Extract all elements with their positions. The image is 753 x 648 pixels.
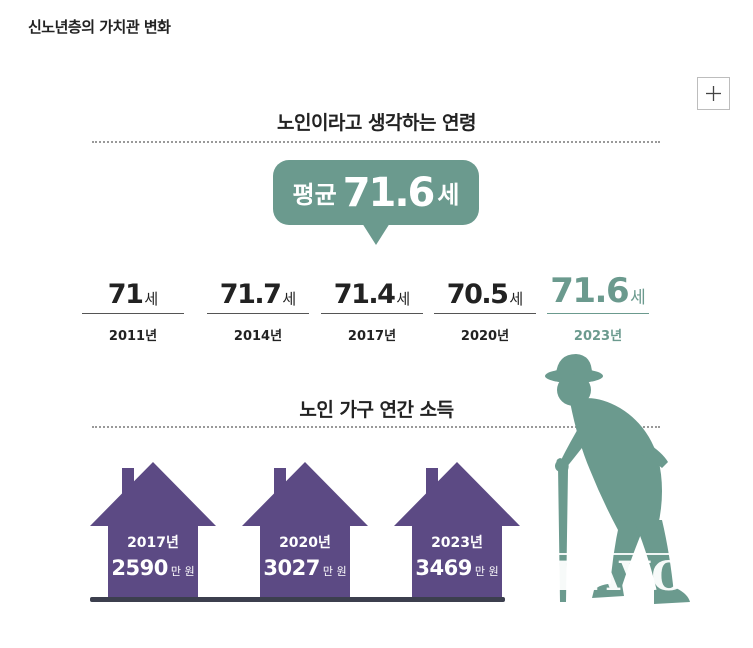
house-body (242, 462, 368, 600)
income-value-label: 2590 만 원 (90, 556, 216, 580)
house-body (394, 462, 520, 600)
age-value-unit: 세 (509, 290, 524, 308)
age-year-label: 2017년 (347, 329, 397, 344)
age-value-label: 71.6 세 (547, 268, 649, 308)
house-shape (394, 462, 520, 600)
income-value-unit: 만 원 (322, 565, 347, 578)
age-year-label: 2014년 (233, 329, 283, 344)
income-year-label: 2023년 (431, 535, 483, 551)
elderly-person-with-cane-icon (545, 354, 690, 604)
average-prefix: 평균 (292, 181, 337, 209)
age-value-number: 71 (107, 279, 144, 310)
income-year-label: 2017년 (127, 535, 179, 551)
age-section-title: 노인이라고 생각하는 연령 (276, 112, 477, 134)
age-value-unit: 세 (396, 290, 411, 308)
age-value-label: 71.7 세 (207, 268, 309, 308)
ground-line (90, 597, 505, 602)
house-shape (90, 462, 216, 600)
average-unit: 세 (437, 181, 460, 209)
income-value-number: 3027 (263, 556, 320, 580)
age-column-underline (547, 313, 649, 314)
income-value-number: 3469 (415, 556, 472, 580)
age-column-underline (82, 313, 184, 314)
income-section-title: 노인 가구 연간 소득 (299, 399, 454, 421)
age-column-underline (207, 313, 309, 314)
expand-button[interactable] (697, 77, 730, 110)
average-age-bubble: 평균 71.6 세 (273, 160, 479, 225)
income-title-divider (92, 426, 660, 428)
age-value-unit: 세 (630, 287, 646, 308)
income-value-unit: 만 원 (170, 565, 195, 578)
income-year-label: 2020년 (279, 535, 331, 551)
income-house-2: 2023년 3469 만 원 (394, 460, 520, 600)
average-bubble-pointer (362, 223, 390, 245)
age-title-divider (92, 141, 660, 143)
age-year-label: 2023년 (573, 329, 623, 344)
age-value-label: 71 세 (82, 268, 184, 308)
age-value-unit: 세 (144, 290, 159, 308)
age-value-number: 71.4 (333, 279, 396, 310)
income-value-unit: 만 원 (474, 565, 499, 578)
plus-icon (706, 86, 721, 101)
age-column-underline (434, 313, 536, 314)
income-house-1: 2020년 3027 만 원 (242, 460, 368, 600)
age-year-label: 2020년 (460, 329, 510, 344)
house-body (90, 462, 216, 600)
house-shape (242, 462, 368, 600)
bravo-my-life-watermark: BRAVO My Life (508, 553, 698, 625)
age-value-label: 70.5 세 (434, 268, 536, 308)
age-value-number: 71.7 (219, 279, 282, 310)
average-value: 71.6 (342, 169, 436, 216)
age-column-underline (321, 313, 423, 314)
page-title: 신노년층의 가치관 변화 (28, 18, 171, 36)
age-value-number: 70.5 (446, 279, 509, 310)
income-value-label: 3469 만 원 (394, 556, 520, 580)
age-value-unit: 세 (282, 290, 297, 308)
age-value-number: 71.6 (550, 271, 629, 311)
age-year-label: 2011년 (108, 329, 158, 344)
income-house-0: 2017년 2590 만 원 (90, 460, 216, 600)
income-value-label: 3027 만 원 (242, 556, 368, 580)
age-value-label: 71.4 세 (321, 268, 423, 308)
income-value-number: 2590 (111, 556, 168, 580)
